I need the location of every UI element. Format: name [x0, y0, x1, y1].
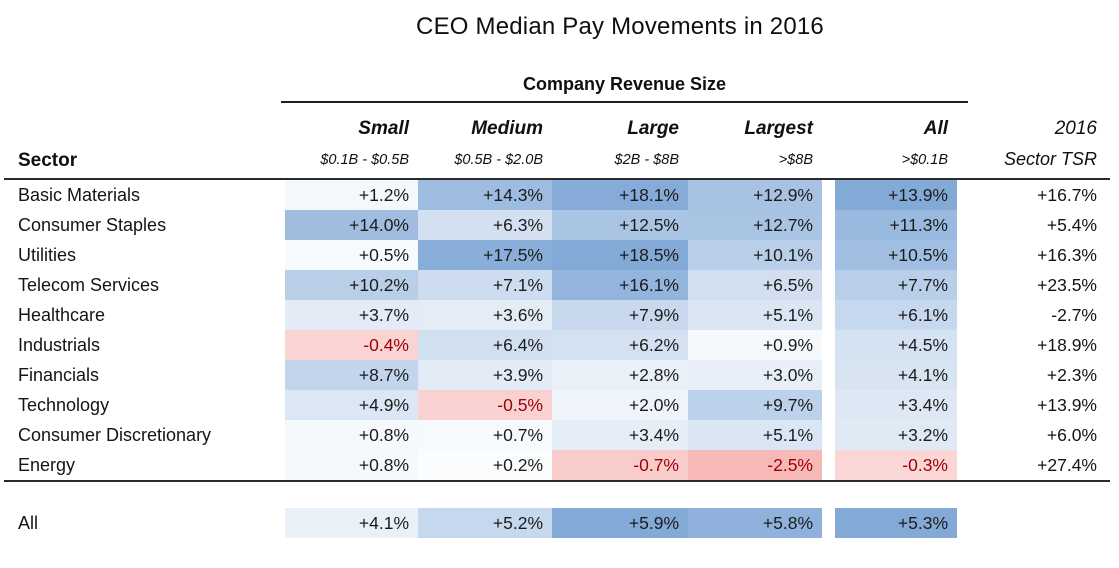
heatmap-cell-technology-medium: -0.5% — [418, 390, 552, 420]
sector-label-energy: Energy — [18, 455, 76, 475]
heatmap-cell-consumer-staples-small: +14.0% — [285, 210, 418, 240]
heatmap-cell-technology-all: +3.4% — [835, 390, 957, 420]
col-sublabel-all: >$0.1B — [901, 152, 948, 168]
heatmap-cell-utilities-large: +18.5% — [552, 240, 688, 270]
heatmap-cell-financials-all: +4.1% — [835, 360, 957, 390]
heatmap-cell-healthcare-medium: +3.6% — [418, 300, 552, 330]
heatmap-cell-consumer-discretionary-medium: +0.7% — [418, 420, 552, 450]
heatmap-cell-healthcare-large: +7.9% — [552, 300, 688, 330]
heatmap-cell-healthcare-all: +6.1% — [835, 300, 957, 330]
heatmap-cell-consumer-discretionary-all: +3.2% — [835, 420, 957, 450]
heatmap-cell-telecom-services-all: +7.7% — [835, 270, 957, 300]
heatmap-cell-telecom-services-large: +16.1% — [552, 270, 688, 300]
summary-cell-small: +4.1% — [285, 508, 418, 538]
col-header-medium: Medium — [471, 118, 543, 139]
heatmap-cell-industrials-all: +4.5% — [835, 330, 957, 360]
heatmap-cell-industrials-medium: +6.4% — [418, 330, 552, 360]
tsr-column-header-year: 2016 — [1054, 118, 1097, 139]
heatmap-cell-financials-large: +2.8% — [552, 360, 688, 390]
heatmap-cell-consumer-discretionary-small: +0.8% — [285, 420, 418, 450]
heatmap-cell-basic-materials-all: +13.9% — [835, 180, 957, 210]
heatmap-cell-healthcare-largest: +5.1% — [688, 300, 822, 330]
heatmap-cell-consumer-staples-all: +11.3% — [835, 210, 957, 240]
heatmap-cell-basic-materials-largest: +12.9% — [688, 180, 822, 210]
heatmap-cell-energy-large: -0.7% — [552, 450, 688, 480]
tsr-value-basic-materials: +16.7% — [1037, 185, 1097, 205]
heatmap-cell-financials-small: +8.7% — [285, 360, 418, 390]
sector-label-technology: Technology — [18, 395, 110, 415]
sector-label-healthcare: Healthcare — [18, 305, 106, 325]
heatmap-cell-energy-small: +0.8% — [285, 450, 418, 480]
sector-label-telecom-services: Telecom Services — [18, 275, 160, 295]
tsr-value-telecom-services: +23.5% — [1037, 275, 1097, 295]
heatmap-cell-consumer-staples-largest: +12.7% — [688, 210, 822, 240]
heatmap-cell-telecom-services-small: +10.2% — [285, 270, 418, 300]
chart-title: CEO Median Pay Movements in 2016 — [416, 13, 824, 40]
heatmap-cell-basic-materials-small: +1.2% — [285, 180, 418, 210]
col-sublabel-large: $2B - $8B — [614, 152, 680, 168]
sector-label-financials: Financials — [18, 365, 100, 385]
heatmap-cell-consumer-discretionary-large: +3.4% — [552, 420, 688, 450]
heatmap-cell-energy-all: -0.3% — [835, 450, 957, 480]
col-header-large: Large — [627, 118, 679, 139]
sector-label-utilities: Utilities — [18, 245, 77, 265]
heatmap-cell-industrials-small: -0.4% — [285, 330, 418, 360]
heatmap-cell-industrials-largest: +0.9% — [688, 330, 822, 360]
sector-label-industrials: Industrials — [18, 335, 101, 355]
heatmap-cell-basic-materials-medium: +14.3% — [418, 180, 552, 210]
tsr-value-consumer-staples: +5.4% — [1046, 215, 1097, 235]
heatmap-cell-utilities-medium: +17.5% — [418, 240, 552, 270]
heatmap-cell-technology-largest: +9.7% — [688, 390, 822, 420]
col-sublabel-largest: >$8B — [778, 152, 813, 168]
tsr-value-consumer-discretionary: +6.0% — [1046, 425, 1097, 445]
tsr-column-header-label: Sector TSR — [1003, 149, 1097, 169]
heatmap-cell-technology-large: +2.0% — [552, 390, 688, 420]
tsr-value-financials: +2.3% — [1046, 365, 1097, 385]
group-header-company-revenue-size: Company Revenue Size — [281, 74, 968, 103]
heatmap-cell-consumer-discretionary-largest: +5.1% — [688, 420, 822, 450]
row-header-label-sector: Sector — [18, 150, 78, 171]
heatmap-cell-consumer-staples-large: +12.5% — [552, 210, 688, 240]
sector-label-consumer-discretionary: Consumer Discretionary — [18, 425, 212, 445]
tsr-value-energy: +27.4% — [1037, 455, 1097, 475]
col-header-largest: Largest — [744, 118, 813, 139]
col-header-small: Small — [358, 118, 409, 139]
sector-label-consumer-staples: Consumer Staples — [18, 215, 167, 235]
col-header-all: All — [923, 118, 948, 139]
heatmap-cell-basic-materials-large: +18.1% — [552, 180, 688, 210]
heatmap-cell-healthcare-small: +3.7% — [285, 300, 418, 330]
summary-cell-large: +5.9% — [552, 508, 688, 538]
col-sublabel-medium: $0.5B - $2.0B — [454, 152, 543, 168]
heatmap-cell-energy-largest: -2.5% — [688, 450, 822, 480]
heatmap-cell-financials-largest: +3.0% — [688, 360, 822, 390]
tsr-value-healthcare: -2.7% — [1051, 305, 1097, 325]
heatmap-cell-technology-small: +4.9% — [285, 390, 418, 420]
heatmap-cell-financials-medium: +3.9% — [418, 360, 552, 390]
tsr-value-utilities: +16.3% — [1037, 245, 1097, 265]
heatmap-cell-telecom-services-medium: +7.1% — [418, 270, 552, 300]
summary-cell-all: +5.3% — [835, 508, 957, 538]
heatmap-cell-telecom-services-largest: +6.5% — [688, 270, 822, 300]
tsr-value-technology: +13.9% — [1037, 395, 1097, 415]
col-sublabel-small: $0.1B - $0.5B — [320, 152, 409, 168]
summary-cell-largest: +5.8% — [688, 508, 822, 538]
heatmap-cell-industrials-large: +6.2% — [552, 330, 688, 360]
heatmap-cell-utilities-largest: +10.1% — [688, 240, 822, 270]
tsr-value-industrials: +18.9% — [1037, 335, 1097, 355]
heatmap-cell-energy-medium: +0.2% — [418, 450, 552, 480]
summary-cell-medium: +5.2% — [418, 508, 552, 538]
heatmap-cell-consumer-staples-medium: +6.3% — [418, 210, 552, 240]
summary-row-label: All — [18, 513, 39, 533]
heatmap-cell-utilities-small: +0.5% — [285, 240, 418, 270]
header-divider-line — [4, 178, 1110, 180]
summary-divider-line — [4, 480, 1110, 482]
sector-label-basic-materials: Basic Materials — [18, 185, 141, 205]
heatmap-cell-utilities-all: +10.5% — [835, 240, 957, 270]
